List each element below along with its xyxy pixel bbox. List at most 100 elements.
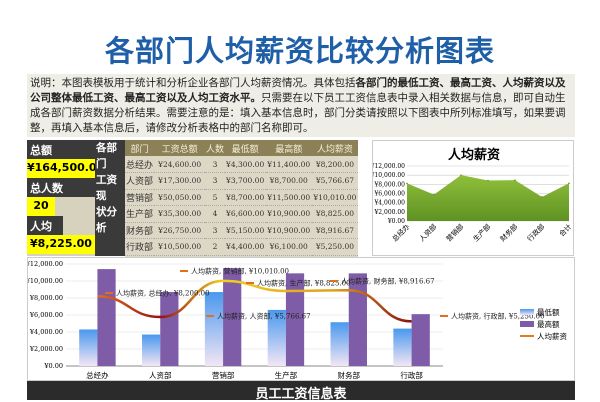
y-tick-label: ¥0.00 <box>387 218 405 225</box>
bar-min <box>142 334 161 366</box>
legend-label: 最高额 <box>537 319 560 329</box>
count-value: 20 <box>27 197 55 216</box>
x-tick-label: 合计 <box>557 222 573 238</box>
data-label: 人均薪资, 生产部, ¥8,825.00 <box>257 279 351 288</box>
table-cell: ¥4,300.00 <box>224 156 266 173</box>
table-cell: 人资部 <box>125 172 155 190</box>
x-tick-label: 营销部 <box>212 370 235 380</box>
legend-swatch <box>520 309 534 315</box>
bar-max <box>160 292 179 366</box>
table-cell: 3 <box>205 172 225 190</box>
y-tick-label: ¥4,000.00 <box>373 200 405 207</box>
data-point <box>406 182 408 185</box>
table-row: 营销部 ¥50,050.00 5 ¥8,700.00 ¥11,500.00 ¥10,010… <box>125 189 358 206</box>
table-cell: 生产部 <box>125 205 155 223</box>
table-cell: 3 <box>205 156 225 173</box>
column-header: 部门 <box>125 140 155 156</box>
data-label: 人均薪资, 人资部, ¥5,766.67 <box>217 312 311 321</box>
table-cell: 营销部 <box>125 189 155 206</box>
data-label: 人均薪资, 营销部, ¥10,010.00 <box>191 267 289 276</box>
table-cell: ¥8,916.67 <box>311 222 358 239</box>
table-cell: 财务部 <box>125 222 155 239</box>
page-title: 各部门人均薪资比较分析图表 <box>104 34 495 68</box>
data-point <box>541 196 543 198</box>
x-tick-label: 总经办 <box>86 370 109 380</box>
y-tick-label: ¥4,000.00 <box>29 328 63 336</box>
legend-label: 最低额 <box>537 307 560 317</box>
y-tick-label: ¥0.00 <box>43 362 63 370</box>
table-cell: ¥8,700.00 <box>224 189 266 206</box>
y-tick-label: ¥12,000.00 <box>373 163 405 170</box>
data-point <box>568 182 570 185</box>
bar-max <box>285 273 305 366</box>
y-tick-label: ¥6,000.00 <box>373 191 405 198</box>
table-cell: ¥6,600.00 <box>224 205 266 223</box>
section-label-line: 工资现 <box>96 174 117 202</box>
count-label: 总人数 <box>27 178 95 197</box>
x-tick-label: 营销部 <box>444 222 465 243</box>
y-tick-label: ¥8,000.00 <box>373 181 405 188</box>
y-tick-label: ¥2,000.00 <box>29 345 63 353</box>
table-cell: ¥17,300.00 <box>154 172 206 190</box>
bar-max <box>348 273 367 366</box>
avg-value: ¥8,225.00 <box>27 235 95 254</box>
bar-min <box>393 328 412 366</box>
table-cell: ¥35,300.00 <box>154 205 206 223</box>
table-cell: ¥8,700.00 <box>265 172 312 190</box>
total-label: 总额 <box>27 140 95 159</box>
y-tick-label: ¥2,000.00 <box>373 209 405 216</box>
table-cell: 4 <box>205 205 225 223</box>
table-cell: ¥5,250.00 <box>311 238 358 256</box>
table-row: 生产部 ¥35,300.00 4 ¥6,600.00 ¥10,900.00 ¥8,825.… <box>125 205 358 223</box>
y-tick-label: ¥6,000.00 <box>29 311 63 319</box>
data-label: 人均薪资, 财务部, ¥8,916.67 <box>341 277 435 286</box>
table-cell: ¥8,825.00 <box>311 205 358 223</box>
table-cell: ¥3,700.00 <box>224 172 266 190</box>
x-tick-label: 行政部 <box>400 370 423 380</box>
table-cell: 5 <box>205 189 225 206</box>
salary-combo-chart: ¥0.00 ¥2,000.00 ¥4,000.00 ¥6,000.00 ¥8,000.0… <box>25 257 575 381</box>
column-header: 工资总额 <box>154 140 206 156</box>
x-tick-label: 人资部 <box>417 222 438 243</box>
section-label: 各部门 工资现 状分析 <box>95 140 125 256</box>
description: 说明：本图表模板用于统计和分析企业各部门人均薪资情况。具体包括各部门的最低工资、… <box>27 74 575 137</box>
table-row: 总经办 ¥24,600.00 3 ¥4,300.00 ¥11,400.00 ¥8,200.… <box>125 156 358 173</box>
table-cell: ¥50,050.00 <box>154 189 206 206</box>
table-row: 行政部 ¥10,500.00 2 ¥4,400.00 ¥6,100.00 ¥5,250.0… <box>125 238 358 256</box>
y-tick-label: ¥10,000.00 <box>28 277 63 285</box>
table-cell: ¥4,400.00 <box>224 238 266 256</box>
data-point <box>514 179 516 181</box>
column-header: 最低额 <box>224 140 266 156</box>
avg-salary-area-chart: 人均薪资 ¥0.00 ¥2,000.00 ¥4,000.00 ¥6,000.00 ¥8,0… <box>370 140 574 256</box>
table-cell: ¥10,500.00 <box>154 238 206 256</box>
column-header: 最高额 <box>265 140 312 156</box>
table-cell: ¥24,600.00 <box>154 156 206 173</box>
table-cell: ¥6,100.00 <box>265 238 312 256</box>
y-tick-label: ¥10,000.00 <box>373 172 405 179</box>
y-tick-label: ¥8,000.00 <box>29 294 63 302</box>
table-cell: ¥8,200.00 <box>311 156 358 173</box>
avg-label: 人均 <box>27 216 63 235</box>
footer-banner: 员工工资信息表 <box>27 381 575 402</box>
bar-min <box>204 292 224 366</box>
table-cell: ¥26,750.00 <box>154 222 206 239</box>
column-header: 人均薪资 <box>311 140 358 156</box>
description-text: 说明：本图表模板用于统计和分析企业各部门人均薪资情况。具体包括 <box>30 77 356 89</box>
x-tick-label: 财务部 <box>338 370 361 380</box>
bar-min <box>267 309 286 366</box>
y-tick-label: ¥12,000.00 <box>28 260 63 268</box>
bar-min <box>330 322 349 366</box>
section-label-line: 各部门 <box>96 142 117 170</box>
x-tick-label: 总经办 <box>390 222 411 243</box>
table-cell: 行政部 <box>125 238 155 256</box>
table-cell: ¥10,900.00 <box>265 222 312 239</box>
data-point <box>460 174 462 176</box>
data-point <box>433 193 435 196</box>
table-cell: ¥11,500.00 <box>265 189 312 206</box>
x-tick-label: 人资部 <box>149 370 172 380</box>
table-row: 人资部 ¥17,300.00 3 ¥3,700.00 ¥8,700.00 ¥5,766.6… <box>125 172 358 190</box>
data-label: 人均薪资, 行政部, ¥5,250.00 <box>451 312 545 321</box>
x-tick-label: 财务部 <box>498 222 519 243</box>
chart-title: 人均薪资 <box>448 147 500 163</box>
area-series <box>407 175 569 221</box>
